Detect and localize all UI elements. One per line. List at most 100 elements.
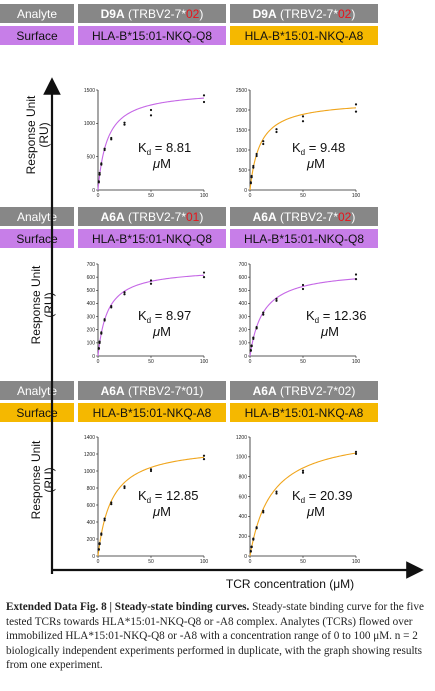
data-point [202,94,206,97]
kd-unit: μM [306,156,325,171]
data-point [262,311,265,314]
analyte-cell [230,207,378,226]
data-point [252,336,255,339]
data-point [275,492,278,495]
surface-name: HLA-B*15:01-NKQ-Q8 [92,232,212,246]
data-point [354,450,358,453]
y-tick-label: 700 [87,262,96,268]
data-point [98,340,101,343]
data-point [103,318,106,321]
data-point [97,347,100,350]
data-point [262,142,265,146]
data-point [110,304,113,308]
data-point [249,348,252,352]
data-point [202,100,206,104]
analyte-name: D9A (TRBV2-7*02) [101,7,204,21]
y-tick-label: 0 [92,188,95,194]
analyte-label: Analyte [17,384,57,398]
kd-unit: μM [152,504,171,519]
y-tick-label: 200 [87,537,96,543]
x-tick-label: 100 [352,193,361,199]
x-tick-label: 100 [200,559,209,565]
data-point [149,279,153,282]
x-tick-label: 0 [97,193,100,199]
fit-curve [97,274,205,357]
data-point [110,503,113,506]
y-tick-label: 300 [87,314,96,320]
data-point [98,542,101,545]
header-row-1: Analyte D9A (TRBV2-7*02) D9A (TRBV2-7*02) S… [0,4,378,45]
kd-unit: μM [152,324,171,339]
data-point [354,103,358,106]
data-point [255,152,258,156]
y-tick-label: 0 [244,354,247,360]
x-tick-label: 0 [97,359,100,365]
data-point [202,271,206,274]
surface-label: Surface [16,232,58,246]
y-tick-label: 800 [87,486,96,492]
y-axis-label-1: Response Unit(RU) [24,95,51,174]
y-tick-label: 600 [87,503,96,509]
data-point [249,549,252,553]
data-point [252,537,255,540]
y-tick-label: 0 [92,554,95,560]
data-point [123,291,126,294]
analyte-cell [78,381,226,400]
x-tick-label: 50 [148,359,154,365]
data-point [262,140,265,143]
data-point [275,297,278,300]
data-point [123,121,126,124]
caption-body: Steady-state binding curve for the five … [6,601,424,672]
data-point [354,110,358,113]
y-tick-label: 500 [239,168,248,174]
y-tick-label: 200 [239,534,248,540]
y-tick-label: 500 [87,154,96,160]
y-tick-label: 2500 [236,88,247,94]
y-tick-label: 1400 [84,435,95,441]
y-tick-label: 800 [239,474,248,480]
data-point [255,526,258,529]
y-tick-label: 2000 [236,108,247,114]
data-point [110,138,113,141]
x-tick-label: 0 [249,359,252,365]
data-point [252,164,255,168]
kd-unit: μM [306,504,325,519]
data-point [255,154,258,158]
y-tick-label: 1000 [84,469,95,475]
data-point [301,287,305,291]
data-point [252,166,255,169]
chart-panel-5: 0 200 400 600 800 1000 1200 1400 0 50 100 Kd = 12.8… [84,435,209,565]
y-tick-label: 500 [239,288,248,294]
analyte-cell [78,207,226,226]
figure-caption: Extended Data Fig. 8 | Steady-state bind… [6,600,431,673]
data-point [250,344,253,347]
analyte-label-cell [0,381,74,400]
x-tick-label: 50 [300,359,306,365]
data-point [103,148,106,152]
data-point [149,468,153,471]
analyte-name: A6A (TRBV2-7*01) [101,210,204,224]
surface-cell [230,403,378,422]
data-point [262,509,265,512]
y-tick-label: 1200 [236,435,247,441]
y-tick-label: 600 [87,275,96,281]
header-row-3: Analyte A6A (TRBV2-7*01) A6A (TRBV2-7*02) S… [0,381,378,422]
surface-name: HLA-B*15:01-NKQ-Q8 [92,29,212,43]
data-point [103,517,106,520]
data-point [97,180,100,183]
data-point [202,458,206,461]
data-point [123,485,126,488]
y-tick-label: 1200 [84,452,95,458]
y-tick-label: 100 [87,341,96,347]
y-tick-label: 300 [239,314,248,320]
analyte-cell [230,381,378,400]
data-point [301,120,305,123]
data-point [275,299,278,302]
x-tick-label: 0 [97,559,100,565]
surface-label: Surface [16,29,58,43]
y-tick-label: 400 [87,520,96,526]
header-rows: Analyte D9A (TRBV2-7*02) D9A (TRBV2-7*02) S… [0,4,378,422]
